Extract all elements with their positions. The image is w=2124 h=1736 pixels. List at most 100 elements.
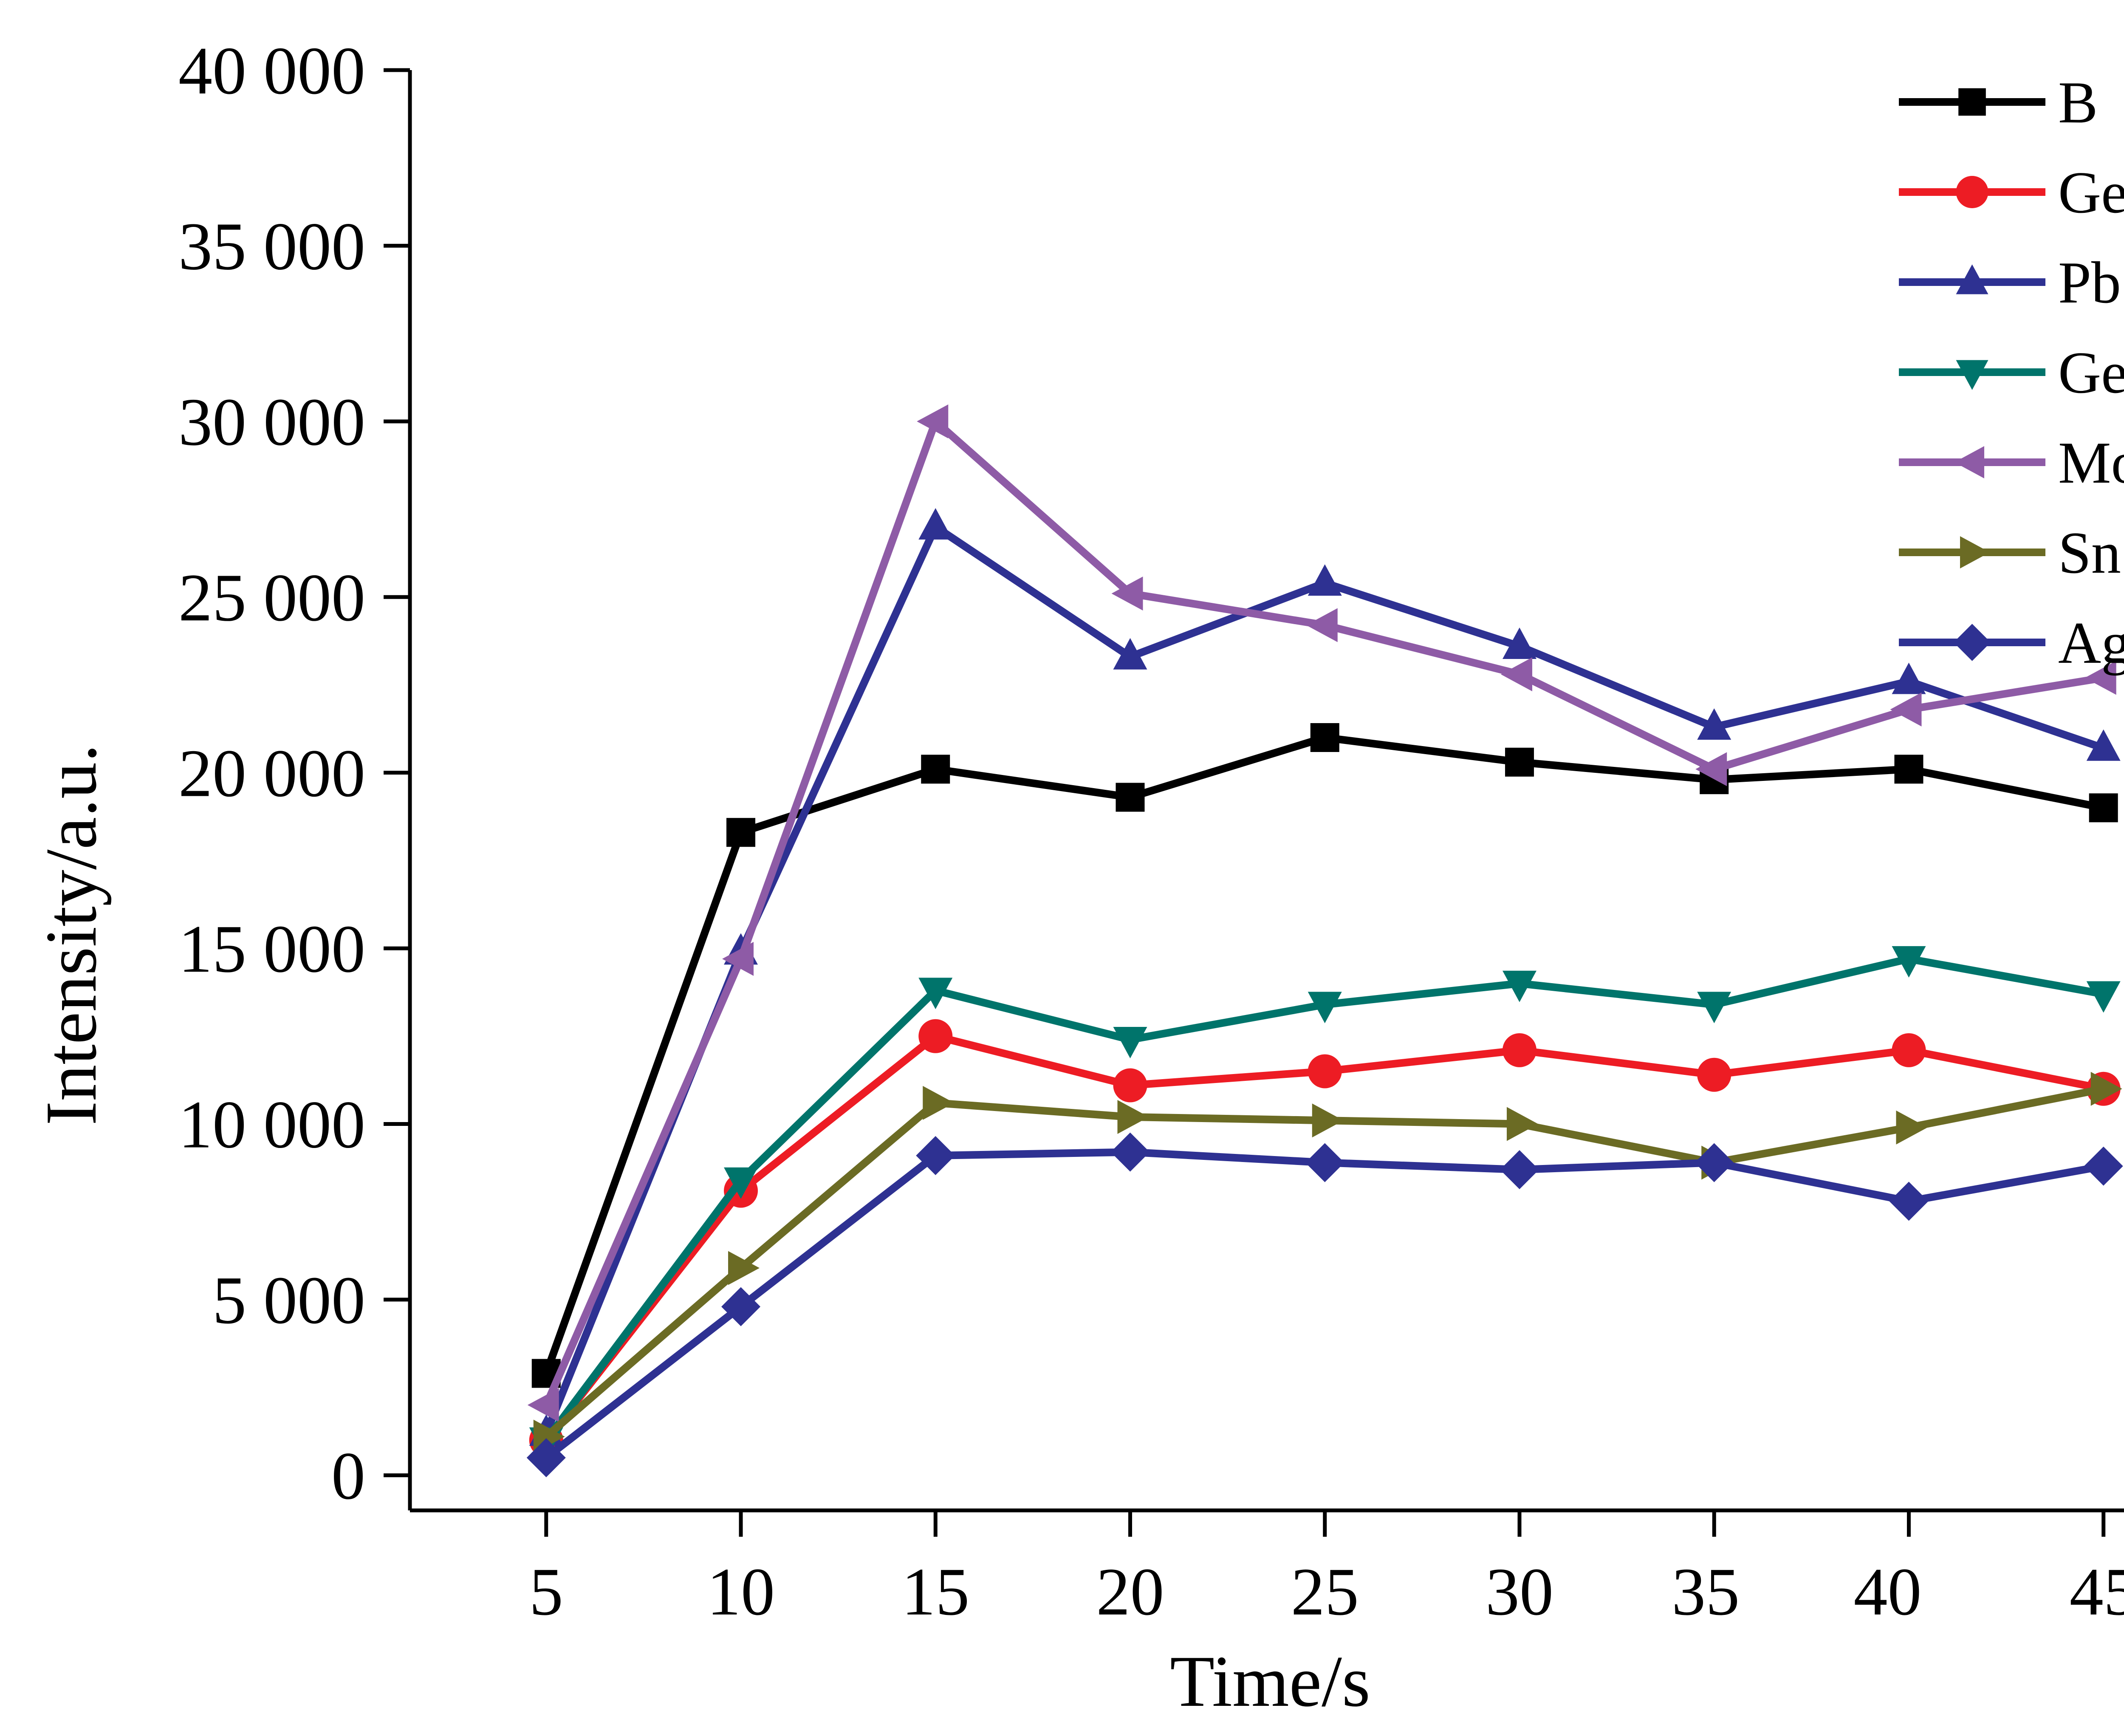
y-ticks: 0 5 000 10 000 15 000 20 000 25 000 30 000 35 0… [178,33,410,1513]
data-point [721,1287,761,1326]
data-point [1310,723,1339,752]
x-tick-label: 40 [1853,1554,1921,1629]
data-point [1113,1068,1147,1103]
series-layer [526,404,2123,1477]
data-point [1500,1150,1539,1189]
data-point [918,1019,953,1053]
data-point [1890,692,1922,727]
data-point [1110,1132,1150,1172]
legend-marker [1958,88,1986,116]
data-point [1308,1054,1342,1089]
legend-label: Mo [2058,430,2124,496]
y-tick-label: 15 000 [178,911,365,987]
data-point [1308,564,1342,596]
legend-marker [1956,176,1988,208]
data-point [1306,608,1338,642]
data-point [1697,1057,1731,1092]
y-tick-label: 25 000 [178,560,365,635]
data-point [527,1388,559,1422]
data-point [2086,729,2121,761]
data-point [1506,1107,1538,1141]
x-tick-label: 15 [901,1554,969,1629]
legend-marker [1954,446,1984,478]
x-tick-label: 10 [707,1554,775,1629]
data-point [1505,747,1534,777]
data-point [1896,1110,1928,1145]
data-point [526,1438,566,1477]
data-point [1502,1033,1537,1067]
data-point [728,1251,760,1285]
legend-marker [1960,536,1990,568]
x-tick-label: 35 [1672,1554,1740,1629]
data-point [2086,981,2121,1013]
data-point [1113,1027,1147,1059]
data-point [1312,1103,1344,1138]
data-point [923,1086,955,1120]
data-point [1111,576,1143,611]
data-point [2084,661,2116,695]
data-point [1502,970,1537,1002]
legend-label: Ag [2058,610,2124,676]
data-point [726,818,756,847]
legend-label: Ge2 [2058,340,2124,406]
data-point [1500,657,1532,692]
y-tick-label: 35 000 [178,208,365,284]
data-point [1697,992,1731,1024]
series-sn [533,1072,2122,1454]
series-pb [529,508,2121,1446]
data-point [2090,1072,2122,1106]
legend-label: B [2058,70,2098,136]
series-line [544,1148,2104,1461]
x-tick-label: 25 [1291,1554,1359,1629]
data-point [918,978,953,1009]
legend-item-pb: Pb [1899,250,2121,316]
data-point [1889,1182,1929,1221]
y-tick-label: 5 000 [212,1262,365,1338]
legend-label: Sn [2058,520,2121,586]
legend-item-ge2: Ge2 [1899,340,2124,406]
x-ticks: 5 10 15 20 25 30 35 40 45 [529,1510,2124,1629]
data-point [1117,1100,1149,1134]
series-ge1 [529,1019,2121,1457]
data-point [1502,628,1537,659]
x-tick-label: 45 [2070,1554,2124,1629]
legend-item-ge1: Ge1 [1899,160,2124,226]
legend-label: Pb [2058,250,2121,316]
data-point [1892,946,1926,978]
y-tick-label: 0 [331,1438,365,1513]
legend: B Ge1 Pb Ge2 Mo Sn Ag [1899,70,2124,676]
data-point [916,1136,955,1175]
legend-marker [1956,264,1988,294]
data-point [917,404,949,438]
data-point [1308,992,1342,1024]
data-point [918,508,953,540]
y-tick-label: 40 000 [178,33,365,108]
data-point [1892,1033,1926,1067]
series-line [543,955,2104,1442]
series-ag [526,1132,2123,1477]
legend-marker [1953,624,1991,661]
series-mo [527,404,2116,1422]
x-tick-label: 30 [1486,1554,1553,1629]
data-point [921,755,950,784]
data-point [2089,793,2118,823]
legend-marker [1956,360,1988,390]
data-point [724,1167,758,1199]
y-tick-label: 10 000 [178,1086,365,1162]
legend-item-mo: Mo [1899,430,2124,496]
data-point [1305,1143,1344,1182]
data-point [1113,638,1147,670]
x-axis-title: Time/s [1170,1641,1370,1722]
legend-label: Ge1 [2058,160,2124,226]
x-tick-label: 5 [529,1554,563,1629]
y-tick-label: 30 000 [178,384,365,460]
data-point [1695,752,1727,786]
data-point [1695,1143,1734,1182]
series-line [542,523,2105,1435]
series-ge2 [529,946,2121,1459]
data-point [2084,1146,2123,1186]
legend-item-sn: Sn [1899,520,2121,586]
data-point [722,942,754,976]
axes [408,70,2124,1513]
